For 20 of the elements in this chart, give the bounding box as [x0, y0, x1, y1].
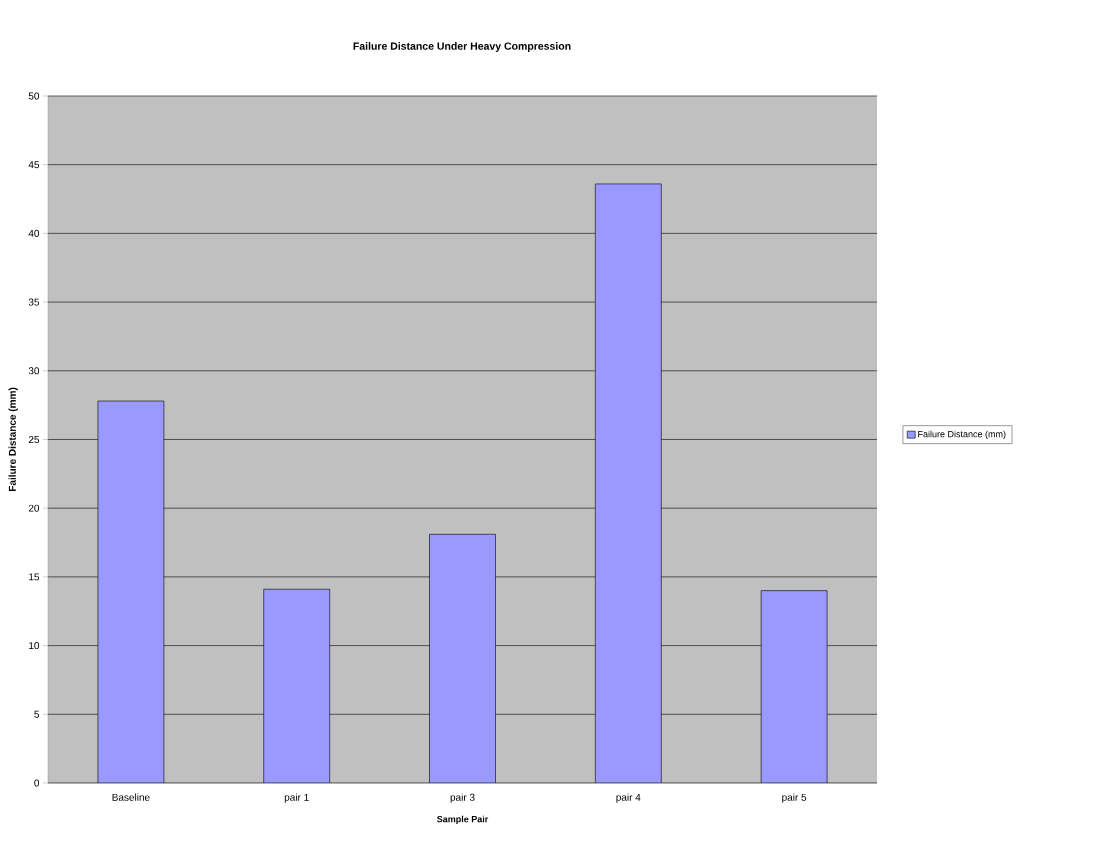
y-tick-label: 50 [28, 92, 40, 100]
x-tick-label: pair 1 [284, 793, 309, 803]
y-tick-label: 45 [28, 161, 40, 169]
y-tick-label: 30 [28, 367, 40, 375]
y-tick-label: 35 [28, 298, 40, 306]
x-tick-label: pair 4 [616, 793, 641, 803]
x-tick-label: Baseline [112, 793, 150, 801]
x-axis-title: Sample Pair [437, 815, 489, 825]
y-tick-label: 15 [29, 573, 40, 581]
y-tick-label: 40 [28, 229, 40, 237]
y-tick-label: 0 [34, 779, 40, 787]
legend-label: Failure Distance (mm) [918, 430, 1006, 440]
y-tick-label: 20 [28, 504, 40, 512]
y-tick-label: 5 [34, 710, 40, 718]
x-tick-label: pair 5 [782, 793, 807, 803]
chart-title: Failure Distance Under Heavy Compression [353, 42, 571, 52]
y-axis-title: Failure Distance (mm) [8, 387, 18, 492]
x-tick-label: pair 3 [450, 793, 475, 803]
y-tick-label: 10 [29, 642, 40, 650]
y-tick-label: 25 [28, 435, 40, 444]
